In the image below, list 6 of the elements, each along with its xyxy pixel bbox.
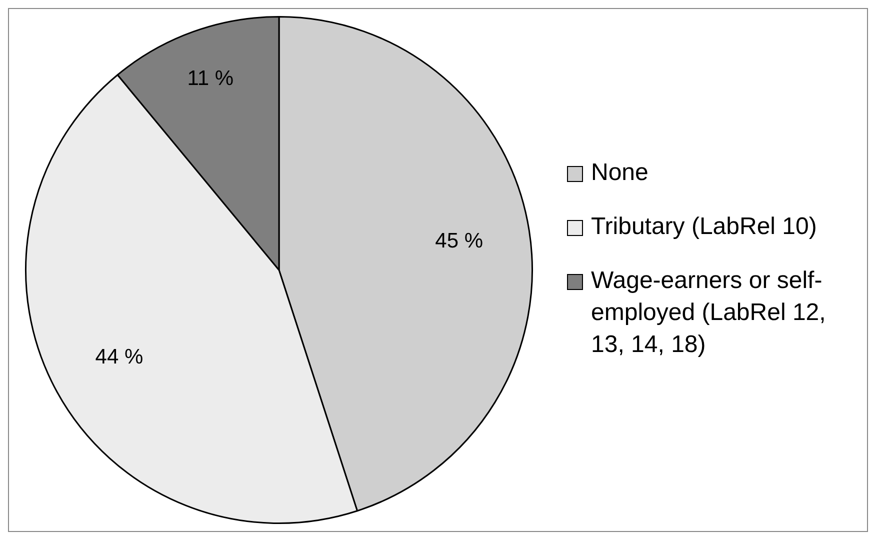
data-label: 44 % bbox=[95, 346, 144, 369]
data-label: 45 % bbox=[435, 229, 484, 252]
data-label: 11 % bbox=[187, 67, 234, 90]
legend-label: None bbox=[591, 158, 648, 188]
legend-label: Tributary (LabRel 10) bbox=[591, 212, 817, 242]
legend-label: Wage-earners or self-employed (LabRel 12, 13, 14, 18) bbox=[591, 266, 827, 360]
